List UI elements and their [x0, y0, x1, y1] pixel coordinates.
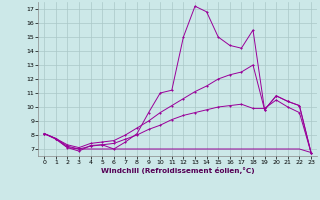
X-axis label: Windchill (Refroidissement éolien,°C): Windchill (Refroidissement éolien,°C) [101, 167, 254, 174]
